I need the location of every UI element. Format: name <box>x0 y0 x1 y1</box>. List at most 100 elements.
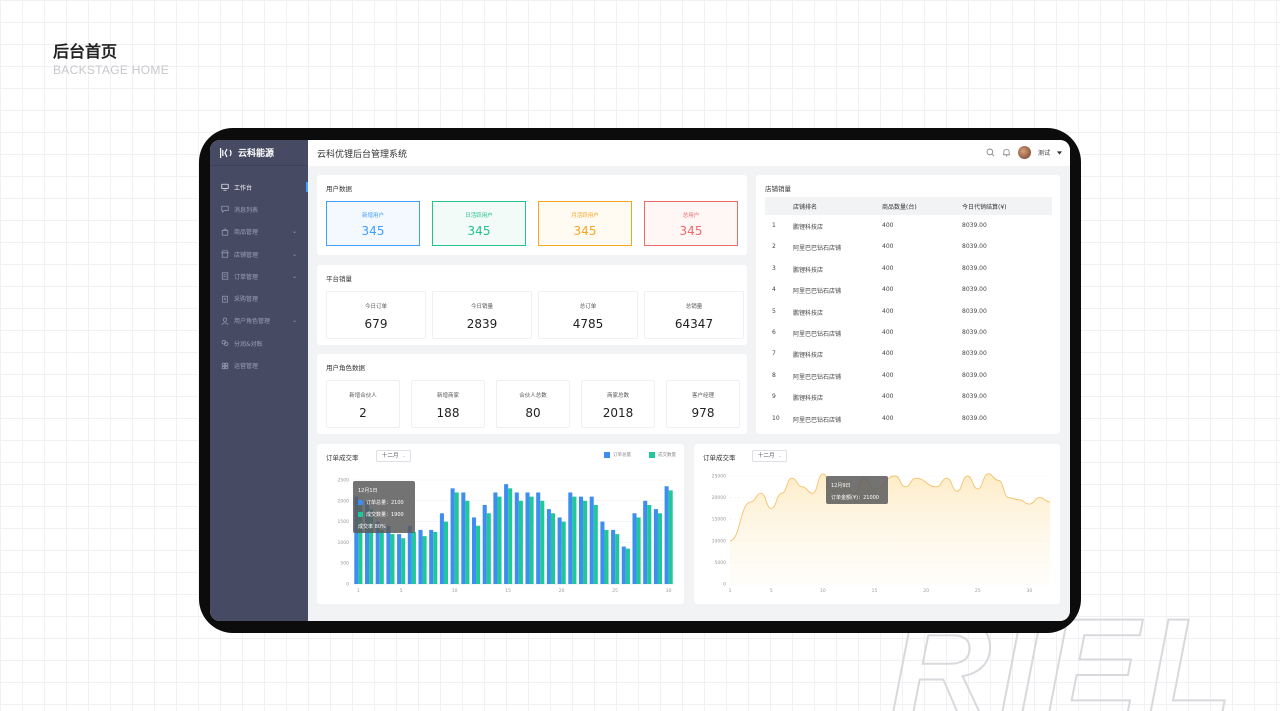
bar[interactable] <box>572 496 577 584</box>
table-cell: 400 <box>882 307 894 315</box>
bar[interactable] <box>604 529 609 584</box>
bar[interactable] <box>407 525 412 584</box>
bar[interactable] <box>525 492 530 584</box>
bar[interactable] <box>668 490 673 584</box>
table-row[interactable]: 7 鹏锂科技店 400 8039.00 <box>765 343 1052 364</box>
table-row[interactable]: 5 鹏锂科技店 400 8039.00 <box>765 301 1052 322</box>
sidebar-item[interactable]: 订单管理 ⌄ <box>210 265 308 287</box>
bar[interactable] <box>364 500 370 584</box>
order-area-chart-card: 订单成交率 十二月 ⌄ 0 5000 10000 15000 20000 25000 1 5 1… <box>694 444 1060 604</box>
bar[interactable] <box>433 532 438 584</box>
bar[interactable] <box>583 500 588 584</box>
bar[interactable] <box>657 513 663 584</box>
bar[interactable] <box>422 536 427 584</box>
user-name[interactable]: 测试 <box>1037 150 1050 157</box>
bar[interactable] <box>540 500 545 584</box>
logo-icon <box>220 147 232 158</box>
bar[interactable] <box>358 504 363 584</box>
sidebar-item[interactable]: 用户角色管理 ⌄ <box>210 310 308 332</box>
bar[interactable] <box>589 496 594 584</box>
table-row[interactable]: 10 阿里巴巴钻石店铺 400 8039.00 <box>765 408 1052 429</box>
bar[interactable] <box>643 500 648 584</box>
bar[interactable] <box>578 496 584 584</box>
bar[interactable] <box>354 496 359 584</box>
bar[interactable] <box>401 538 406 584</box>
month-select[interactable]: 十二月 ⌄ <box>376 450 411 462</box>
bar[interactable] <box>397 534 402 584</box>
bar[interactable] <box>647 504 652 584</box>
bar[interactable] <box>504 484 509 584</box>
bar[interactable] <box>486 513 491 584</box>
bar[interactable] <box>465 500 470 584</box>
bar[interactable] <box>379 529 384 584</box>
bell-icon[interactable] <box>1002 148 1011 157</box>
bar[interactable] <box>450 488 455 584</box>
table-row[interactable]: 1 鹏锂科技店 400 8039.00 <box>765 215 1052 236</box>
bar[interactable] <box>429 529 434 584</box>
bar[interactable] <box>375 521 380 584</box>
bar[interactable] <box>443 521 449 584</box>
bar[interactable] <box>621 546 626 584</box>
table-cell: 2 <box>772 243 776 251</box>
series-line[interactable] <box>729 473 1051 542</box>
bar[interactable] <box>418 529 423 584</box>
bar[interactable] <box>482 504 487 584</box>
sidebar-item[interactable]: 消息列表 <box>210 198 308 220</box>
bar[interactable] <box>529 496 534 584</box>
bar[interactable] <box>615 534 620 584</box>
legend-item[interactable]: 成交数量 <box>649 452 676 458</box>
bar[interactable] <box>561 521 566 584</box>
document-icon <box>221 272 229 280</box>
bar[interactable] <box>471 517 477 584</box>
table-row[interactable]: 2 阿里巴巴钻石店铺 400 8039.00 <box>765 236 1052 257</box>
sidebar-item[interactable]: 采购管理 <box>210 287 308 309</box>
stat-label: 今日销量 <box>470 304 493 310</box>
table-row[interactable]: 6 阿里巴巴钻石店铺 400 8039.00 <box>765 322 1052 343</box>
search-icon[interactable] <box>986 148 995 157</box>
sidebar-item[interactable]: 工作台 <box>210 176 308 198</box>
avatar[interactable] <box>1017 146 1031 159</box>
bar[interactable] <box>546 509 551 584</box>
chevron-down-icon[interactable] <box>1057 150 1062 155</box>
y-tick-label: 5000 <box>715 560 727 566</box>
bar[interactable] <box>568 492 573 584</box>
bar[interactable] <box>664 486 669 584</box>
sidebar-item[interactable]: 运营管理 <box>210 354 308 376</box>
bar[interactable] <box>636 517 641 584</box>
sidebar-item[interactable]: 分润&对账 <box>210 332 308 354</box>
bar[interactable] <box>439 513 444 584</box>
bar[interactable] <box>497 496 502 584</box>
bar[interactable] <box>493 492 498 584</box>
bar[interactable] <box>411 532 416 584</box>
bar[interactable] <box>557 517 562 584</box>
bar[interactable] <box>536 492 541 584</box>
bar[interactable] <box>611 529 616 584</box>
bar[interactable] <box>461 492 466 584</box>
tooltip-line: 成交率 80% <box>358 524 386 530</box>
table-row[interactable]: 4 阿里巴巴钻石店铺 400 8039.00 <box>765 279 1052 300</box>
table-row[interactable]: 9 鹏锂科技店 400 8039.00 <box>765 386 1052 407</box>
sidebar-item[interactable]: 店铺管理 ⌄ <box>210 243 308 265</box>
legend-item[interactable]: 订单总量 <box>604 452 631 458</box>
bar[interactable] <box>386 525 391 584</box>
bar[interactable] <box>476 525 481 584</box>
stat-label: 总用户 <box>682 213 700 219</box>
bar[interactable] <box>454 492 459 584</box>
bar[interactable] <box>369 509 374 584</box>
bar[interactable] <box>514 492 519 584</box>
bar[interactable] <box>550 513 556 584</box>
bar[interactable] <box>600 521 605 584</box>
bar[interactable] <box>653 509 658 584</box>
sidebar-item[interactable]: 商品管理 ⌄ <box>210 221 308 243</box>
bar[interactable] <box>632 513 637 584</box>
bar[interactable] <box>508 488 513 584</box>
chart-tooltip: 12月9日 订单金额(¥)：21000 <box>826 476 888 504</box>
month-select[interactable]: 十二月 ⌄ <box>752 450 787 462</box>
bar[interactable] <box>518 500 523 584</box>
stat-box: 客户经理 978 <box>666 380 740 428</box>
table-row[interactable]: 3 鹏锂科技店 400 8039.00 <box>765 258 1052 279</box>
bar[interactable] <box>625 548 630 584</box>
bar[interactable] <box>593 504 598 584</box>
bar[interactable] <box>390 534 395 584</box>
table-row[interactable]: 8 阿里巴巴钻石店铺 400 8039.00 <box>765 365 1052 386</box>
